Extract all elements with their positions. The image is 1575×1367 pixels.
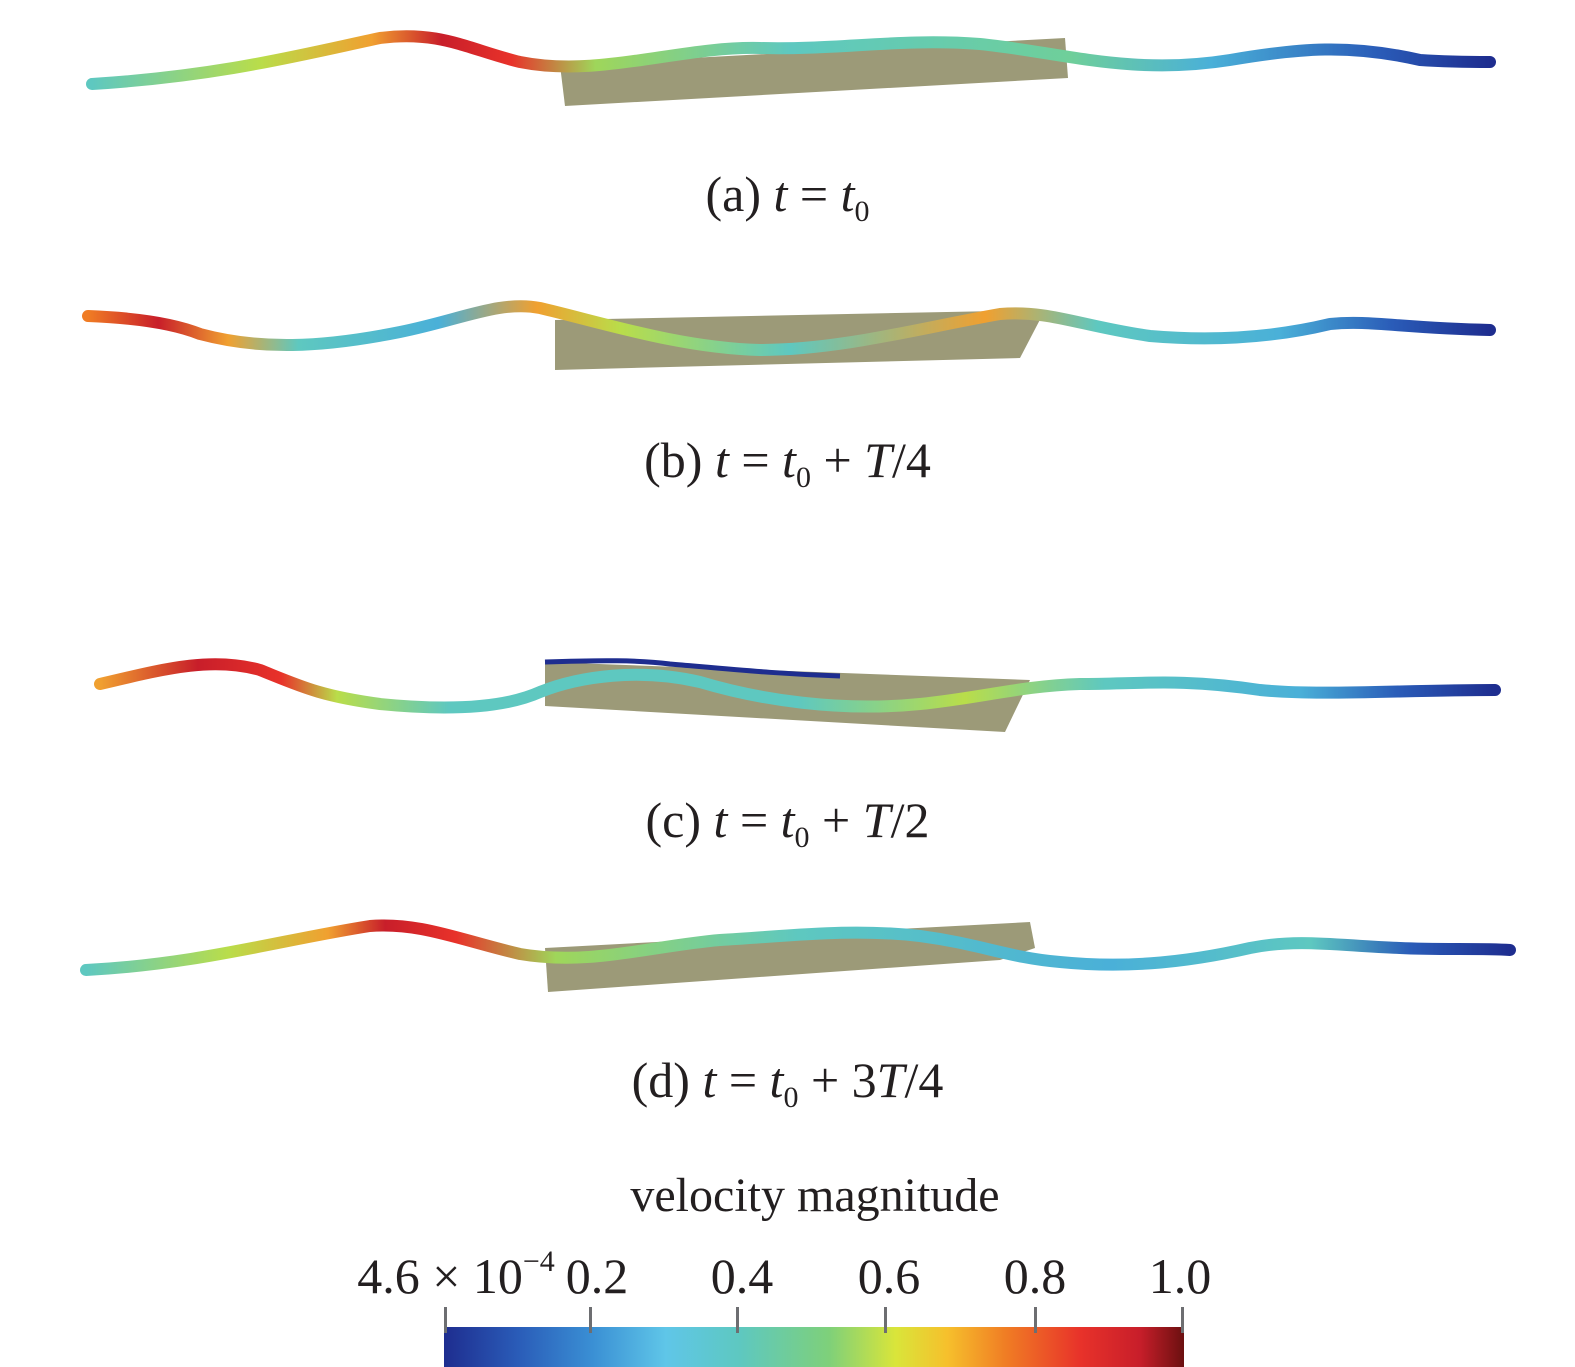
colorbar-tick <box>1181 1307 1184 1333</box>
caption-fraction: /4 <box>904 1052 944 1108</box>
tick-value: 1.0 <box>1148 1248 1212 1304</box>
panel-a: (a) t = t0 <box>0 0 1575 240</box>
tick-label-4: 0.8 <box>1004 1248 1067 1304</box>
caption-b: (b) t = t0 + T/4 <box>0 432 1575 493</box>
colorbar-tick <box>736 1307 739 1333</box>
caption-label: (b) <box>644 432 703 488</box>
flow-field-b <box>82 300 1496 370</box>
surface-edge <box>544 658 841 679</box>
caption-equals: = <box>728 1052 758 1108</box>
wave-surface <box>80 919 1516 976</box>
caption-fraction: /2 <box>890 792 930 848</box>
caption-fraction: /4 <box>891 432 931 488</box>
flow-field-c <box>94 658 1501 732</box>
flow-field-d <box>80 919 1516 992</box>
caption-time-var: t <box>713 792 728 848</box>
caption-equals: = <box>739 792 769 848</box>
caption-label: (d) <box>631 1052 690 1108</box>
tick-label-3: 0.6 <box>858 1248 921 1304</box>
colorbar-gradient <box>444 1327 1184 1367</box>
wave-surface <box>86 30 1496 90</box>
tick-exponent: −4 <box>522 1245 555 1278</box>
caption-a: (a) t = t0 <box>0 166 1575 227</box>
caption-equals: = <box>799 166 829 222</box>
tick-value: 0.2 <box>565 1248 629 1304</box>
tick-value: 0.8 <box>1003 1248 1067 1304</box>
tick-label-2: 0.4 <box>711 1248 774 1304</box>
panel-b: (b) t = t0 + T/4 <box>0 270 1575 500</box>
caption-plus: + <box>822 792 851 848</box>
caption-label: (c) <box>645 792 702 848</box>
tick-label-1: 0.2 <box>566 1248 629 1304</box>
caption-t0: t <box>769 1052 784 1108</box>
colorbar <box>444 1307 1184 1367</box>
colorbar-tick <box>589 1307 592 1333</box>
tick-label-0: 4.6 × 10−4 <box>357 1245 555 1305</box>
flow-field-a <box>86 30 1496 106</box>
panel-d: (d) t = t0 + 3T/4 <box>0 900 1575 1120</box>
panel-c: (c) t = t0 + T/2 <box>0 640 1575 860</box>
caption-d: (d) t = t0 + 3T/4 <box>0 1052 1575 1113</box>
caption-period: T <box>864 432 892 488</box>
caption-label: (a) <box>705 166 761 222</box>
caption-t0-sub: 0 <box>783 1081 799 1114</box>
legend-title: velocity magnitude <box>630 1169 1000 1222</box>
caption-plus: + <box>810 1052 840 1108</box>
caption-time-var: t <box>773 166 788 222</box>
colorbar-tick <box>1034 1307 1037 1333</box>
caption-t0: t <box>840 166 855 222</box>
floating-block <box>560 38 1068 106</box>
caption-c: (c) t = t0 + T/2 <box>0 792 1575 853</box>
caption-t0: t <box>782 432 796 488</box>
caption-t0-sub: 0 <box>854 195 870 228</box>
caption-t0: t <box>780 792 795 848</box>
caption-time-var: t <box>714 432 729 488</box>
tick-label-5: 1.0 <box>1149 1248 1212 1304</box>
caption-coef: 3 <box>851 1052 877 1108</box>
caption-t0-sub: 0 <box>795 461 811 494</box>
wave-surface <box>94 658 1501 714</box>
tick-value: 0.6 <box>857 1248 921 1304</box>
tick-value: 0.4 <box>710 1248 774 1304</box>
wave-surface <box>82 300 1496 357</box>
caption-period: T <box>876 1052 905 1108</box>
caption-equals: = <box>741 432 770 488</box>
caption-plus: + <box>823 432 852 488</box>
colorbar-tick <box>884 1307 887 1333</box>
caption-time-var: t <box>702 1052 717 1108</box>
caption-t0-sub: 0 <box>794 821 810 854</box>
tick-mantissa: 4.6 × 10 <box>357 1248 523 1304</box>
colorbar-tick <box>444 1307 447 1333</box>
caption-period: T <box>862 792 891 848</box>
